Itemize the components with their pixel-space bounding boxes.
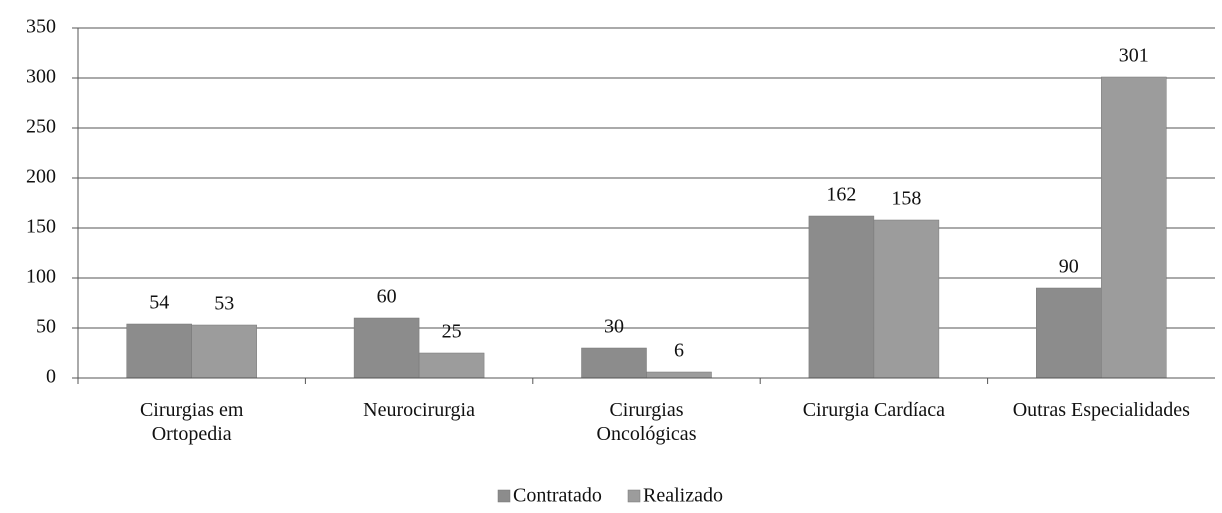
value-label: 53: [214, 293, 234, 315]
bar: [1036, 287, 1102, 379]
legend-label: Contratado: [513, 485, 602, 507]
value-label: 158: [891, 188, 921, 210]
y-tick-label: 350: [26, 16, 56, 38]
y-tick-label: 100: [26, 266, 56, 288]
value-label: 90: [1059, 256, 1079, 278]
bar: [581, 347, 647, 379]
bar: [126, 323, 192, 379]
value-label: 162: [826, 184, 856, 206]
y-tick-label: 150: [26, 216, 56, 238]
bar: [873, 219, 940, 379]
y-tick-label: 250: [26, 116, 56, 138]
y-tick-label: 0: [46, 366, 56, 388]
legend-label: Realizado: [643, 485, 723, 507]
legend-swatch: [497, 489, 511, 503]
x-tick-label: Cirurgias em Ortopedia: [139, 399, 244, 445]
x-tick-label: Cirurgias Oncológicas: [596, 399, 697, 445]
x-tick-label: Cirurgia Cardíaca: [802, 399, 946, 421]
y-tick-label: 300: [26, 66, 56, 88]
value-label: 60: [377, 286, 397, 308]
legend-swatch: [627, 489, 641, 503]
bar: [353, 317, 420, 379]
value-label: 25: [442, 321, 462, 343]
value-label: 30: [604, 316, 624, 338]
bar: [1101, 76, 1167, 379]
y-tick-label: 200: [26, 166, 56, 188]
bar: [808, 215, 875, 379]
bar: [191, 324, 257, 379]
x-tick-label: Neurocirurgia: [363, 399, 475, 421]
value-label: 6: [674, 340, 684, 362]
value-label: 54: [149, 292, 169, 314]
value-label: 301: [1119, 45, 1149, 67]
y-tick-label: 50: [36, 316, 56, 338]
bar: [418, 352, 485, 379]
x-tick-label: Outras Especialidades: [1012, 399, 1190, 421]
bar: [646, 371, 712, 379]
